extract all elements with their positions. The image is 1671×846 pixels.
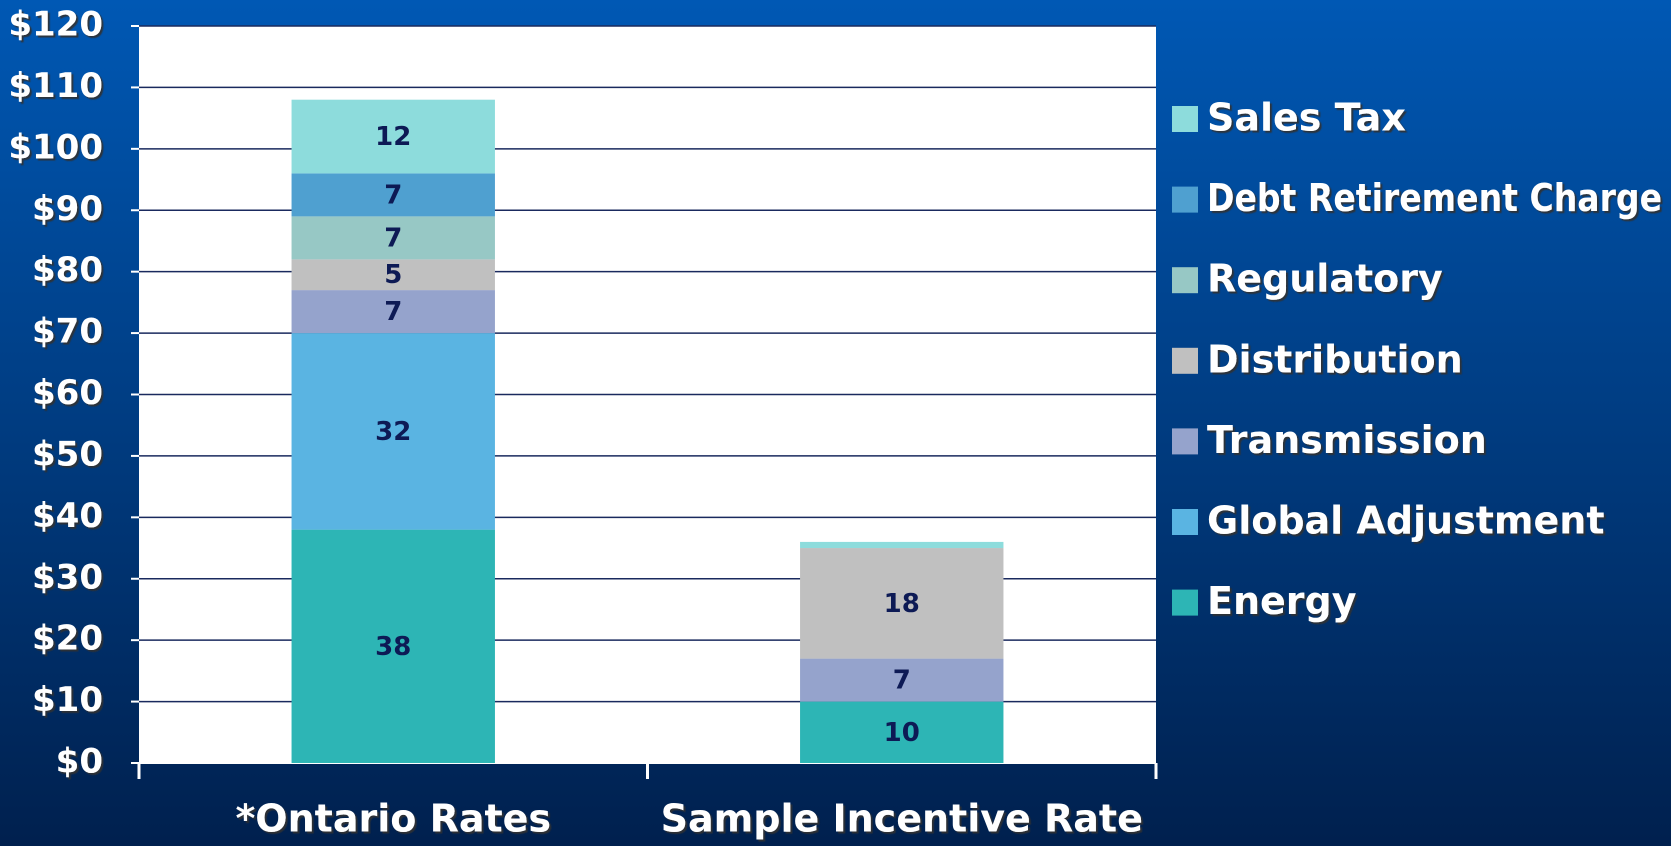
legend-label: Regulatory: [1207, 257, 1443, 301]
y-tick-label: $40: [32, 496, 103, 536]
bar-segment: [800, 658, 1004, 702]
y-tick-label: $90: [32, 189, 103, 229]
legend-label: Energy: [1207, 579, 1357, 623]
legend-label: Global Adjustment: [1207, 499, 1604, 543]
y-tick-label: $120: [8, 5, 103, 45]
x-tick-label: *Ontario Rates: [235, 797, 551, 841]
y-tick-label: $100: [8, 127, 103, 167]
legend-label: Sales Tax: [1207, 96, 1406, 140]
legend-swatch: [1172, 106, 1198, 132]
legend-label: Transmission: [1207, 418, 1487, 462]
data-label: 7: [893, 666, 911, 696]
bar-segment: [291, 216, 495, 260]
bar-segment: [291, 99, 495, 174]
data-label: 12: [375, 122, 411, 152]
bar-segment: [800, 541, 1004, 549]
y-tick-label: $30: [32, 557, 103, 597]
bar-segment: [291, 529, 495, 763]
bar-segment: [291, 259, 495, 291]
data-label: 18: [884, 589, 920, 619]
data-label: 10: [884, 718, 920, 748]
y-tick-label: $20: [32, 619, 103, 659]
y-tick-label: $80: [32, 250, 103, 290]
legend-label: Debt Retirement Charge: [1207, 176, 1662, 220]
data-label: 7: [384, 223, 402, 253]
bar-segment: [800, 548, 1004, 659]
legend-swatch: [1172, 267, 1198, 294]
data-label: 7: [384, 297, 402, 327]
bar-segment: [291, 173, 495, 217]
bar-segment: [291, 333, 495, 530]
data-label: 5: [384, 260, 402, 290]
data-label: 38: [375, 632, 411, 662]
legend-swatch: [1172, 589, 1198, 616]
data-label: 32: [375, 417, 411, 447]
y-tick-label: $50: [32, 434, 103, 474]
x-tick-label: Sample Incentive Rate: [661, 797, 1143, 841]
legend-label: Distribution: [1207, 337, 1463, 381]
y-tick-label: $70: [32, 312, 103, 352]
bar-segment: [800, 701, 1004, 763]
legend-swatch: [1172, 509, 1198, 535]
legend-swatch: [1172, 347, 1198, 374]
legend-swatch: [1172, 186, 1198, 213]
y-tick-label: $60: [32, 373, 103, 413]
data-label: 7: [384, 180, 402, 210]
y-tick-label: $10: [32, 680, 103, 720]
legend-swatch: [1172, 428, 1198, 455]
bar-segment: [291, 290, 495, 334]
y-tick-label: $0: [56, 742, 103, 782]
y-tick-label: $110: [8, 66, 103, 106]
